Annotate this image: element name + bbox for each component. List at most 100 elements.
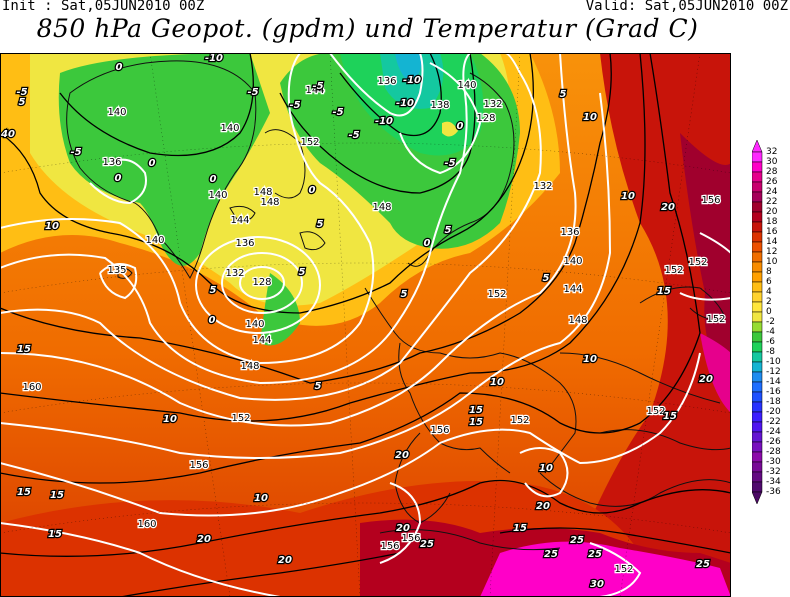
legend-label: -14 bbox=[766, 377, 781, 387]
temperature-label: 15 bbox=[17, 344, 31, 355]
temperature-label: 10 bbox=[163, 414, 177, 425]
legend-swatch bbox=[752, 201, 763, 213]
legend-label: -16 bbox=[766, 387, 781, 397]
legend-label: 10 bbox=[766, 257, 778, 267]
legend-label: 22 bbox=[766, 197, 778, 207]
legend-label: 32 bbox=[766, 147, 778, 157]
geopotential-label: 140 bbox=[145, 235, 164, 246]
color-legend bbox=[752, 140, 763, 505]
temperature-label: 25 bbox=[544, 549, 558, 560]
legend-swatch bbox=[752, 361, 763, 373]
temperature-label: 5 bbox=[543, 273, 550, 284]
legend-label: -32 bbox=[766, 467, 781, 477]
legend-swatch bbox=[752, 481, 763, 493]
legend-label: -22 bbox=[766, 417, 781, 427]
temperature-labels: 0-10-5-5-500050-5-5-5-505555-10-10-10-50… bbox=[0, 53, 714, 591]
geopotential-label: 136 bbox=[102, 157, 121, 168]
temperature-label: 20 bbox=[699, 374, 713, 385]
temperature-label: 5 bbox=[210, 285, 217, 296]
legend-swatch bbox=[752, 351, 763, 363]
geopotential-label: 132 bbox=[483, 99, 502, 110]
legend-swatch bbox=[752, 441, 763, 453]
temperature-label: -5 bbox=[16, 87, 27, 98]
legend-label: -30 bbox=[766, 457, 781, 467]
legend-arrow-bottom bbox=[752, 491, 763, 505]
temperature-label: 20 bbox=[197, 534, 211, 545]
geopotential-label: 140 bbox=[107, 107, 126, 118]
legend-label: 2 bbox=[766, 297, 772, 307]
temperature-label: -5 bbox=[247, 87, 258, 98]
legend-label: -2 bbox=[766, 317, 775, 327]
legend-arrow-top bbox=[752, 140, 763, 153]
hot-region-southeast bbox=[700, 333, 731, 413]
geopotential-label: 152 bbox=[487, 289, 506, 300]
geopotential-label: 156 bbox=[380, 541, 399, 552]
geopotential-label: 140 bbox=[208, 190, 227, 201]
legend-label: -12 bbox=[766, 367, 781, 377]
temperature-label: 0 bbox=[116, 62, 123, 73]
legend-swatch bbox=[752, 431, 763, 443]
geopotential-isolines bbox=[0, 53, 731, 597]
graticule bbox=[0, 53, 731, 597]
geopotential-label: 148 bbox=[253, 187, 272, 198]
legend-swatch bbox=[752, 311, 763, 323]
geopotential-label: 148 bbox=[260, 197, 279, 208]
temperature-label: -5 bbox=[312, 81, 323, 92]
geopotential-label: 132 bbox=[225, 268, 244, 279]
coldest-cyan bbox=[395, 53, 422, 83]
legend-swatch bbox=[752, 331, 763, 343]
geopotential-label: 148 bbox=[372, 202, 391, 213]
legend-swatch bbox=[752, 221, 763, 233]
geopotential-label: 152 bbox=[231, 413, 250, 424]
legend-label: -8 bbox=[766, 347, 775, 357]
legend-label: 20 bbox=[766, 207, 778, 217]
legend-swatch bbox=[752, 341, 763, 353]
temperature-label: 20 bbox=[536, 501, 550, 512]
legend-swatch bbox=[752, 321, 763, 333]
geopotential-label: 152 bbox=[300, 137, 319, 148]
legend-swatch bbox=[752, 271, 763, 283]
temperature-label: 30 bbox=[590, 579, 604, 590]
valid-time: Valid: Sat,05JUN2010 00Z bbox=[585, 0, 788, 14]
temperature-label: 15 bbox=[50, 490, 64, 501]
legend-swatch bbox=[752, 171, 763, 183]
temperature-label: 0 bbox=[424, 238, 431, 249]
geopotential-label: 136 bbox=[560, 227, 579, 238]
temperature-label: 25 bbox=[570, 535, 584, 546]
temperature-label: 0 bbox=[457, 121, 464, 132]
legend-swatch bbox=[752, 161, 763, 173]
legend-swatch bbox=[752, 371, 763, 383]
temperature-label: 10 bbox=[583, 112, 597, 123]
temperature-label: 10 bbox=[621, 191, 635, 202]
geopotential-label: 156 bbox=[701, 195, 720, 206]
geopotential-label: 152 bbox=[646, 406, 665, 417]
isotherms bbox=[0, 53, 731, 597]
legend-label: -28 bbox=[766, 447, 781, 457]
temperature-label: -5 bbox=[70, 147, 81, 158]
geopotential-label: 148 bbox=[240, 361, 259, 372]
header: Init : Sat,05JUN2010 00Z Valid: Sat,05JU… bbox=[0, 0, 790, 22]
legend-swatch bbox=[752, 251, 763, 263]
geopotential-label: 140 bbox=[563, 256, 582, 267]
legend-label: -36 bbox=[766, 487, 781, 497]
temperature-label: 15 bbox=[17, 487, 31, 498]
cold-green-greenland bbox=[58, 53, 270, 266]
legend-swatch bbox=[752, 241, 763, 253]
legend-swatch bbox=[752, 411, 763, 423]
geopotential-label: 140 bbox=[457, 80, 476, 91]
geopotential-label: 152 bbox=[614, 564, 633, 575]
temperature-label: 10 bbox=[490, 377, 504, 388]
legend-label: 6 bbox=[766, 277, 772, 287]
geopotential-label: 144 bbox=[252, 335, 271, 346]
temperature-label: 10 bbox=[254, 493, 268, 504]
geopotential-label: 160 bbox=[22, 382, 41, 393]
very-hot-africa bbox=[480, 541, 731, 597]
geopotential-label: 132 bbox=[533, 181, 552, 192]
legend-label: 12 bbox=[766, 247, 778, 257]
temperature-label: 25 bbox=[588, 549, 602, 560]
temperature-label: 20 bbox=[395, 450, 409, 461]
temperature-label: 20 bbox=[396, 523, 410, 534]
temperature-label: 10 bbox=[583, 354, 597, 365]
